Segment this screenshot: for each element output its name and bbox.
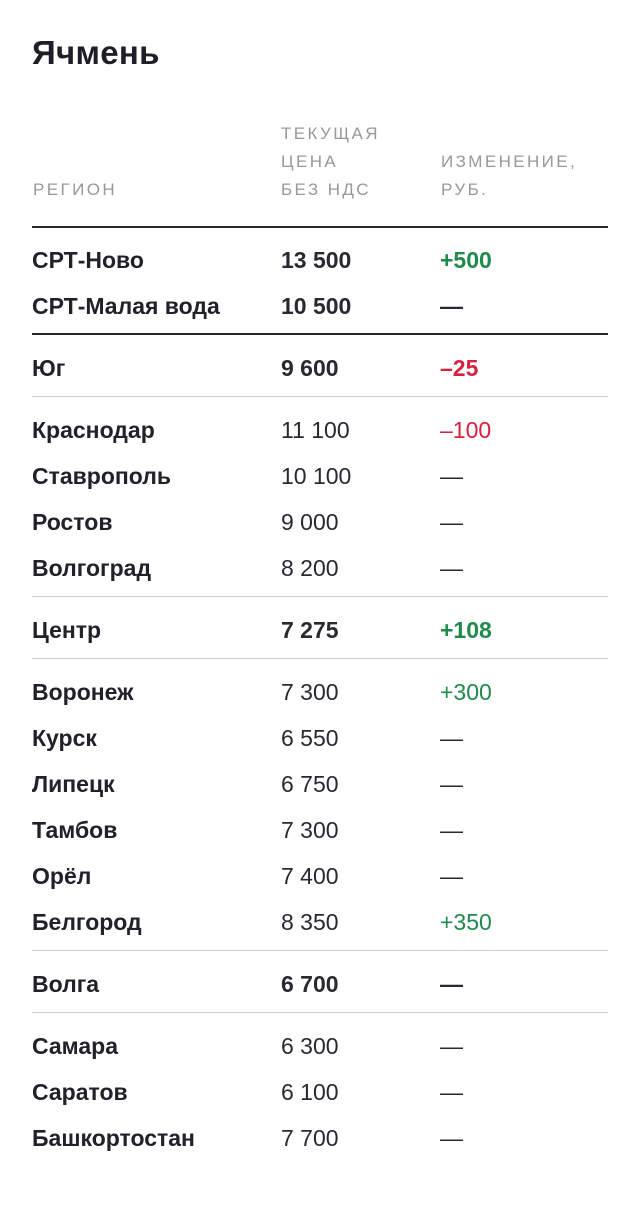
region-cell: Орёл [32,863,92,889]
price-cell: 9 600 [281,355,339,381]
region-cell: Липецк [32,771,115,797]
region-cell: Ростов [32,509,113,535]
change-cell: — [440,817,463,843]
price-cell: 6 100 [281,1079,339,1105]
region-cell: СРТ-Ново [32,247,144,273]
price-cell: 9 000 [281,509,339,535]
region-cell: Юг [32,355,66,381]
region-cell: Тамбов [32,817,118,843]
table-row: Ставрополь 10 100 — [0,453,640,499]
price-cell: 7 300 [281,817,339,843]
table-row: Центр 7 275 +108 [0,607,640,653]
table-row: Башкортостан 7 700 — [0,1115,640,1161]
table-header: РЕГИОН ТЕКУЩАЯ ЦЕНА БЕЗ НДС ИЗМЕНЕНИЕ, Р… [0,0,640,230]
region-cell: Башкортостан [32,1125,195,1151]
table-row: Липецк 6 750 — [0,761,640,807]
change-cell: +500 [440,247,492,273]
region-cell: СРТ-Малая вода [32,293,220,319]
change-cell: –25 [440,355,479,381]
change-cell: +108 [440,617,492,643]
change-cell: +300 [440,679,492,705]
price-cell: 6 300 [281,1033,339,1059]
change-cell: — [440,1033,463,1059]
table-row: Волгоград 8 200 — [0,545,640,591]
region-cell: Курск [32,725,97,751]
change-cell: — [440,971,463,997]
section-divider [32,1012,608,1013]
price-cell: 8 200 [281,555,339,581]
table-row: Волга 6 700 — [0,961,640,1007]
price-cell: 11 100 [281,417,350,443]
region-cell: Волга [32,971,100,997]
header-divider [32,226,608,228]
price-cell: 7 700 [281,1125,339,1151]
change-cell: — [440,1079,463,1105]
change-cell: +350 [440,909,492,935]
table-row: Воронеж 7 300 +300 [0,669,640,715]
table-row: СРТ-Малая вода 10 500 — [0,283,640,329]
change-cell: — [440,1125,463,1151]
table-row: Саратов 6 100 — [0,1069,640,1115]
header-change: ИЗМЕНЕНИЕ, РУБ. [441,152,578,199]
region-cell: Белгород [32,909,142,935]
price-cell: 8 350 [281,909,339,935]
table-row: Самара 6 300 — [0,1023,640,1069]
price-cell: 13 500 [281,247,352,273]
price-cell: 10 500 [281,293,352,319]
region-cell: Ставрополь [32,463,172,489]
section-divider [32,396,608,397]
page-title: Ячмень [32,34,160,71]
change-cell: — [440,725,463,751]
price-cell: 7 400 [281,863,339,889]
section-divider [32,596,608,597]
table-row: Краснодар 11 100 –100 [0,407,640,453]
table-row: Орёл 7 400 — [0,853,640,899]
section-divider [32,333,608,335]
price-cell: 7 300 [281,679,339,705]
table-row: Ростов 9 000 — [0,499,640,545]
section-divider [32,658,608,659]
region-cell: Волгоград [32,555,152,581]
header-price: ТЕКУЩАЯ ЦЕНА БЕЗ НДС [281,124,380,199]
change-cell: — [440,555,463,581]
region-cell: Краснодар [32,417,155,443]
change-cell: — [440,863,463,889]
table-row: Тамбов 7 300 — [0,807,640,853]
price-cell: 6 700 [281,971,339,997]
header-region: РЕГИОН [33,180,118,199]
change-cell: –100 [440,417,492,443]
price-cell: 7 275 [281,617,339,643]
price-cell: 6 750 [281,771,339,797]
change-cell: — [440,509,463,535]
table-row: СРТ-Ново 13 500 +500 [0,237,640,283]
region-cell: Центр [32,617,102,643]
change-cell: — [440,293,463,319]
section-divider [32,950,608,951]
change-cell: — [440,463,463,489]
region-cell: Саратов [32,1079,128,1105]
region-cell: Воронеж [32,679,134,705]
table-row: Юг 9 600 –25 [0,345,640,391]
change-cell: — [440,771,463,797]
table-row: Белгород 8 350 +350 [0,899,640,945]
table-row: Курск 6 550 — [0,715,640,761]
region-cell: Самара [32,1033,119,1059]
price-cell: 10 100 [281,463,352,489]
price-cell: 6 550 [281,725,339,751]
